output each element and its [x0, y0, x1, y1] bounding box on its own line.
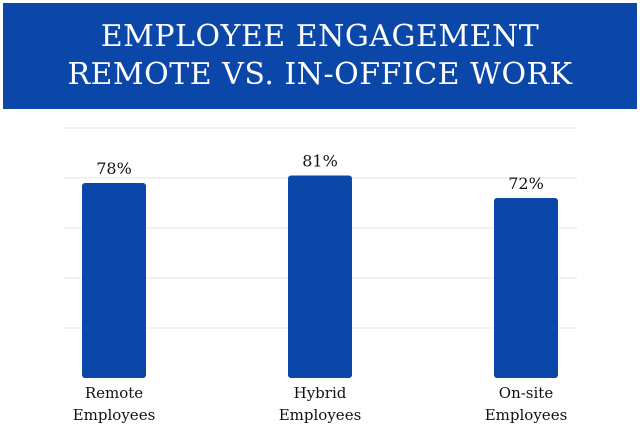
category-label-2-line-1: Employees — [485, 406, 568, 424]
value-label-1: 81% — [302, 152, 338, 171]
category-label-2-line-0: On-site — [499, 384, 554, 402]
category-label-1-line-1: Employees — [279, 406, 362, 424]
bar-2 — [494, 198, 558, 378]
chart-title-line-1: EMPLOYEE ENGAGEMENT — [100, 19, 540, 54]
category-label-0-line-1: Employees — [73, 406, 156, 424]
category-label-1-line-0: Hybrid — [294, 384, 347, 402]
value-label-2: 72% — [508, 174, 544, 193]
category-label-0-line-0: Remote — [85, 384, 143, 402]
value-label-0: 78% — [96, 159, 132, 178]
title-banner: EMPLOYEE ENGAGEMENT REMOTE VS. IN-OFFICE… — [3, 3, 637, 109]
bar-1 — [288, 175, 352, 378]
chart-title-line-2: REMOTE VS. IN-OFFICE WORK — [67, 57, 573, 92]
bar-0 — [82, 183, 146, 378]
